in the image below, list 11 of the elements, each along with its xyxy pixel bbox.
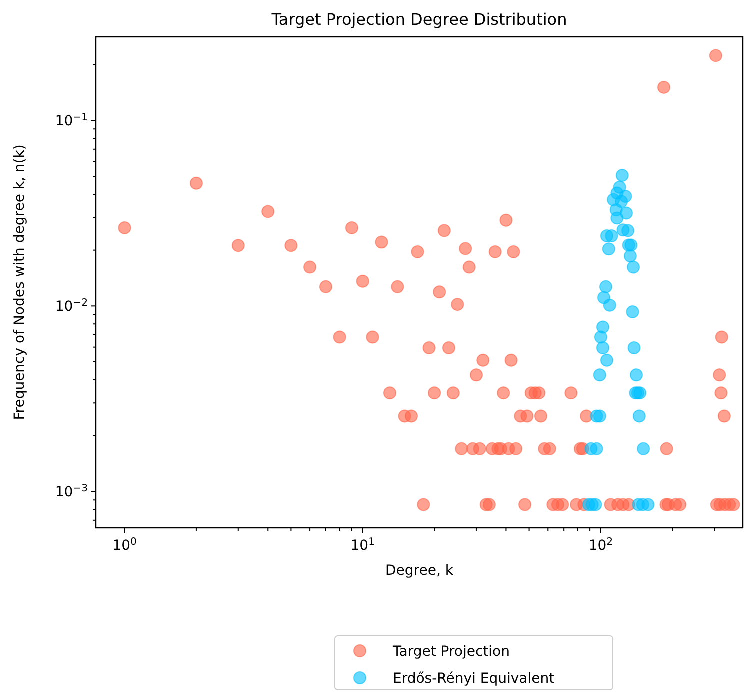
x-axis-title: Degree, k [386, 563, 454, 579]
y-axis-title: Frequency of Nodes with degree k, n(k) [12, 144, 28, 420]
legend-label: Target Projection [392, 644, 510, 660]
chart-title: Target Projection Degree Distribution [270, 10, 568, 29]
y-tick-label: 10$^{−3}$ [55, 483, 88, 501]
legend-label: Erdős-Rényi Equivalent [393, 671, 556, 687]
x-tick-label: 10$^{0}$ [112, 536, 137, 554]
x-tick-label: 10$^{1}$ [350, 536, 375, 554]
x-tick-label: 10$^{2}$ [588, 536, 614, 554]
y-tick-label: 10$^{−1}$ [55, 112, 88, 130]
y-tick-label: 10$^{−2}$ [55, 298, 88, 316]
